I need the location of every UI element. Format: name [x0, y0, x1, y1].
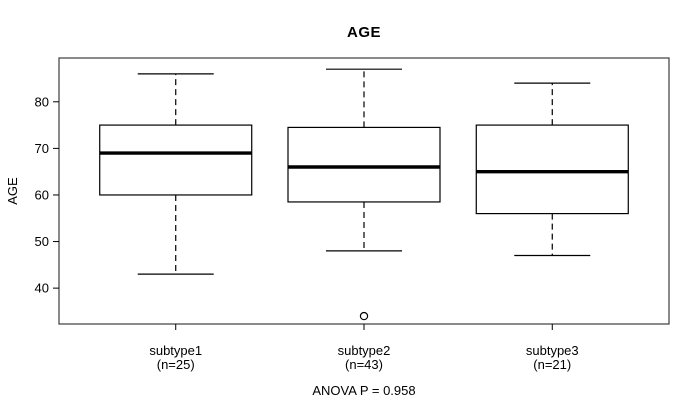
box-rect	[475, 124, 629, 215]
x-group-sublabel: (n=43)	[345, 357, 383, 372]
x-group-label: subtype2	[338, 343, 391, 358]
outlier-point	[359, 311, 369, 321]
x-group-sublabel: (n=21)	[533, 357, 571, 372]
y-tick-label: 70	[35, 141, 49, 156]
x-group-sublabel: (n=25)	[157, 357, 195, 372]
y-tick-label: 80	[35, 94, 49, 109]
x-group-label: subtype1	[149, 343, 202, 358]
y-tick-label: 40	[35, 281, 49, 296]
x-group-label: subtype3	[526, 343, 579, 358]
y-tick-label: 50	[35, 234, 49, 249]
chart-title: AGE	[346, 24, 381, 41]
y-tick-label: 60	[35, 187, 49, 202]
anova-annotation: ANOVA P = 0.958	[312, 383, 416, 398]
box-rect	[287, 126, 441, 203]
box-rect	[99, 124, 253, 196]
